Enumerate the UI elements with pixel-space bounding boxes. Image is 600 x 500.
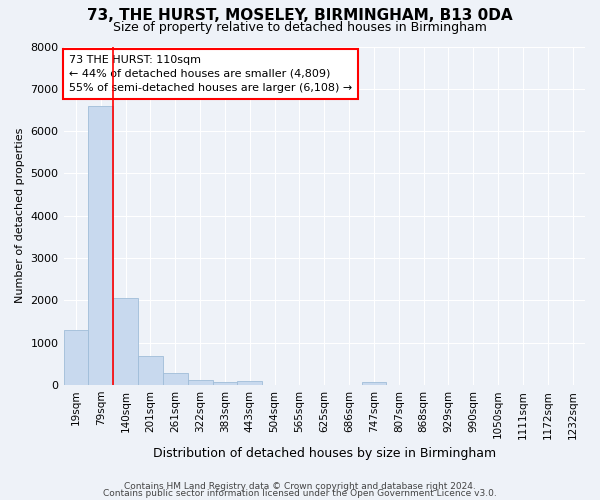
Bar [88, 106, 113, 385]
Text: Size of property relative to detached houses in Birmingham: Size of property relative to detached ho… [113, 21, 487, 34]
Bar [238, 381, 262, 385]
Bar [138, 356, 163, 385]
Bar [188, 380, 212, 385]
Text: Contains public sector information licensed under the Open Government Licence v3: Contains public sector information licen… [103, 490, 497, 498]
Text: 73 THE HURST: 110sqm
← 44% of detached houses are smaller (4,809)
55% of semi-de: 73 THE HURST: 110sqm ← 44% of detached h… [69, 55, 352, 93]
Bar [163, 373, 188, 385]
Bar [362, 382, 386, 385]
Bar [64, 330, 88, 385]
Y-axis label: Number of detached properties: Number of detached properties [15, 128, 25, 304]
Bar [212, 382, 238, 385]
Text: Contains HM Land Registry data © Crown copyright and database right 2024.: Contains HM Land Registry data © Crown c… [124, 482, 476, 491]
Text: 73, THE HURST, MOSELEY, BIRMINGHAM, B13 0DA: 73, THE HURST, MOSELEY, BIRMINGHAM, B13 … [87, 8, 513, 22]
X-axis label: Distribution of detached houses by size in Birmingham: Distribution of detached houses by size … [153, 447, 496, 460]
Bar [113, 298, 138, 385]
